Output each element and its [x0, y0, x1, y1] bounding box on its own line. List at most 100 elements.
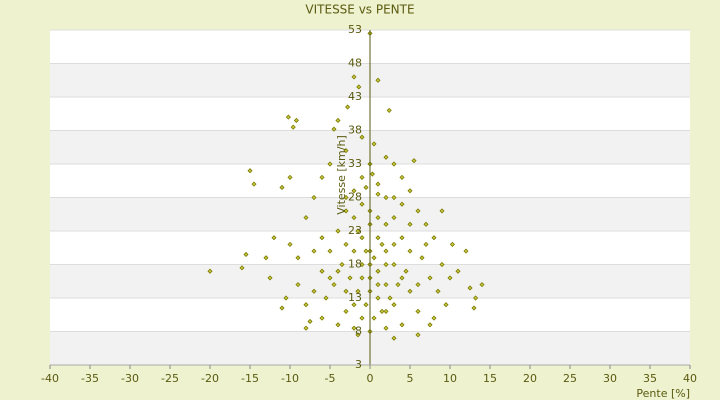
point — [351, 325, 357, 331]
y-tick-label: 23 — [348, 224, 362, 237]
y-tick-label: 43 — [348, 90, 362, 103]
point — [207, 268, 213, 274]
point — [355, 288, 361, 294]
point — [407, 248, 413, 254]
point — [407, 221, 413, 227]
point — [351, 302, 357, 308]
point — [351, 74, 357, 80]
point — [307, 318, 313, 325]
point — [359, 235, 365, 241]
point — [391, 302, 397, 308]
point — [403, 268, 409, 274]
point — [359, 174, 365, 180]
point — [375, 295, 381, 301]
point — [383, 221, 389, 227]
point — [359, 275, 365, 281]
point — [419, 255, 425, 261]
point — [239, 265, 245, 271]
point — [279, 305, 285, 311]
y-tick-label: 3 — [355, 358, 362, 371]
point — [339, 261, 345, 268]
x-tick-label: 10 — [443, 372, 457, 385]
x-tick-label: -30 — [121, 372, 139, 385]
point — [319, 235, 325, 241]
point — [375, 235, 381, 241]
point — [375, 268, 381, 274]
point — [327, 248, 333, 254]
point — [343, 288, 349, 294]
x-tick-label: 35 — [643, 372, 657, 385]
point — [359, 315, 365, 321]
point — [386, 107, 392, 113]
point — [347, 275, 353, 281]
point — [251, 181, 257, 187]
point — [391, 241, 397, 247]
x-tick-label: 30 — [603, 372, 617, 385]
point — [383, 261, 389, 268]
point — [343, 208, 349, 214]
point — [295, 282, 301, 288]
point — [439, 208, 445, 214]
point — [391, 215, 397, 221]
point — [335, 117, 341, 124]
point — [463, 248, 469, 254]
point — [351, 215, 357, 221]
point — [479, 282, 485, 288]
point — [391, 335, 397, 341]
x-tick-label: 40 — [683, 372, 697, 385]
point — [455, 268, 461, 274]
y-tick-label: 8 — [355, 325, 362, 338]
point — [427, 275, 433, 281]
point — [411, 158, 417, 164]
point — [243, 251, 249, 258]
point — [359, 134, 365, 140]
point — [407, 188, 413, 194]
y-tick-label: 33 — [348, 157, 362, 170]
point — [375, 181, 381, 187]
point — [383, 194, 389, 201]
point — [415, 282, 421, 288]
point — [395, 282, 401, 288]
point — [467, 285, 473, 291]
point — [375, 77, 381, 83]
x-tick-label: 0 — [367, 372, 374, 385]
point — [363, 248, 369, 254]
point — [383, 325, 389, 331]
x-tick-label: -10 — [281, 372, 299, 385]
point — [287, 241, 293, 247]
point — [285, 114, 291, 120]
point — [345, 104, 351, 110]
x-tick-label: -25 — [161, 372, 179, 385]
point — [443, 302, 449, 308]
point — [263, 255, 269, 261]
point — [363, 184, 369, 191]
y-tick-label: 13 — [348, 291, 362, 304]
point — [369, 171, 375, 177]
point — [435, 288, 441, 294]
point — [399, 275, 405, 281]
x-tick-label: -20 — [201, 372, 219, 385]
point — [379, 308, 385, 314]
point — [383, 248, 389, 254]
point — [375, 191, 381, 197]
point — [355, 228, 361, 234]
point — [375, 282, 381, 288]
y-tick-label: 48 — [348, 57, 362, 70]
point — [271, 235, 277, 241]
point — [279, 184, 285, 191]
point — [431, 315, 437, 321]
point — [355, 332, 361, 338]
point — [359, 261, 365, 268]
point — [399, 201, 405, 207]
x-tick-label: 20 — [523, 372, 537, 385]
point — [303, 302, 309, 308]
point — [343, 241, 349, 247]
point — [335, 322, 341, 328]
point — [351, 248, 357, 254]
point — [290, 124, 296, 130]
point — [293, 117, 299, 124]
point — [407, 288, 413, 294]
point — [431, 235, 437, 241]
point — [391, 161, 397, 167]
